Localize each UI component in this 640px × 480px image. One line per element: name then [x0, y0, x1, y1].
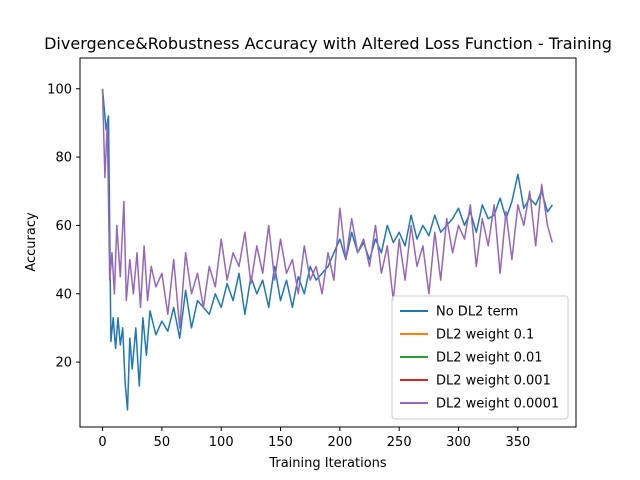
- y-tick-label: 20: [55, 356, 72, 371]
- x-tick-label: 100: [209, 435, 234, 450]
- legend-label: No DL2 term: [436, 305, 518, 320]
- x-tick-label: 150: [268, 435, 293, 450]
- x-axis-label: Training Iterations: [268, 456, 387, 471]
- x-tick-label: 50: [154, 435, 171, 450]
- plot-lines: [101, 88, 554, 411]
- x-axis: 0 50 100 150 200 250 300 350: [98, 427, 530, 450]
- x-tick-label: 250: [387, 435, 412, 450]
- chart-title: Divergence&Robustness Accuracy with Alte…: [44, 34, 612, 53]
- plot-area-frame: [79, 57, 577, 428]
- legend: No DL2 term DL2 weight 0.1 DL2 weight 0.01…: [391, 295, 569, 420]
- y-axis: 20 40 60 80 100: [47, 82, 80, 371]
- y-tick-label: 100: [47, 82, 72, 97]
- legend-label: DL2 weight 0.01: [436, 351, 543, 366]
- x-tick-label: 0: [98, 435, 106, 450]
- legend-label: DL2 weight 0.0001: [436, 397, 559, 412]
- legend-box: [391, 295, 569, 420]
- y-axis-label: Accuracy: [24, 212, 39, 272]
- legend-label: DL2 weight 0.001: [436, 374, 551, 389]
- legend-label: DL2 weight 0.1: [436, 328, 534, 343]
- y-tick-label: 60: [55, 219, 72, 234]
- y-tick-label: 80: [55, 151, 72, 166]
- x-tick-label: 200: [327, 435, 352, 450]
- y-tick-label: 40: [55, 287, 72, 302]
- x-tick-label: 300: [446, 435, 471, 450]
- series-line-4: [101, 88, 554, 329]
- x-tick-label: 350: [505, 435, 530, 450]
